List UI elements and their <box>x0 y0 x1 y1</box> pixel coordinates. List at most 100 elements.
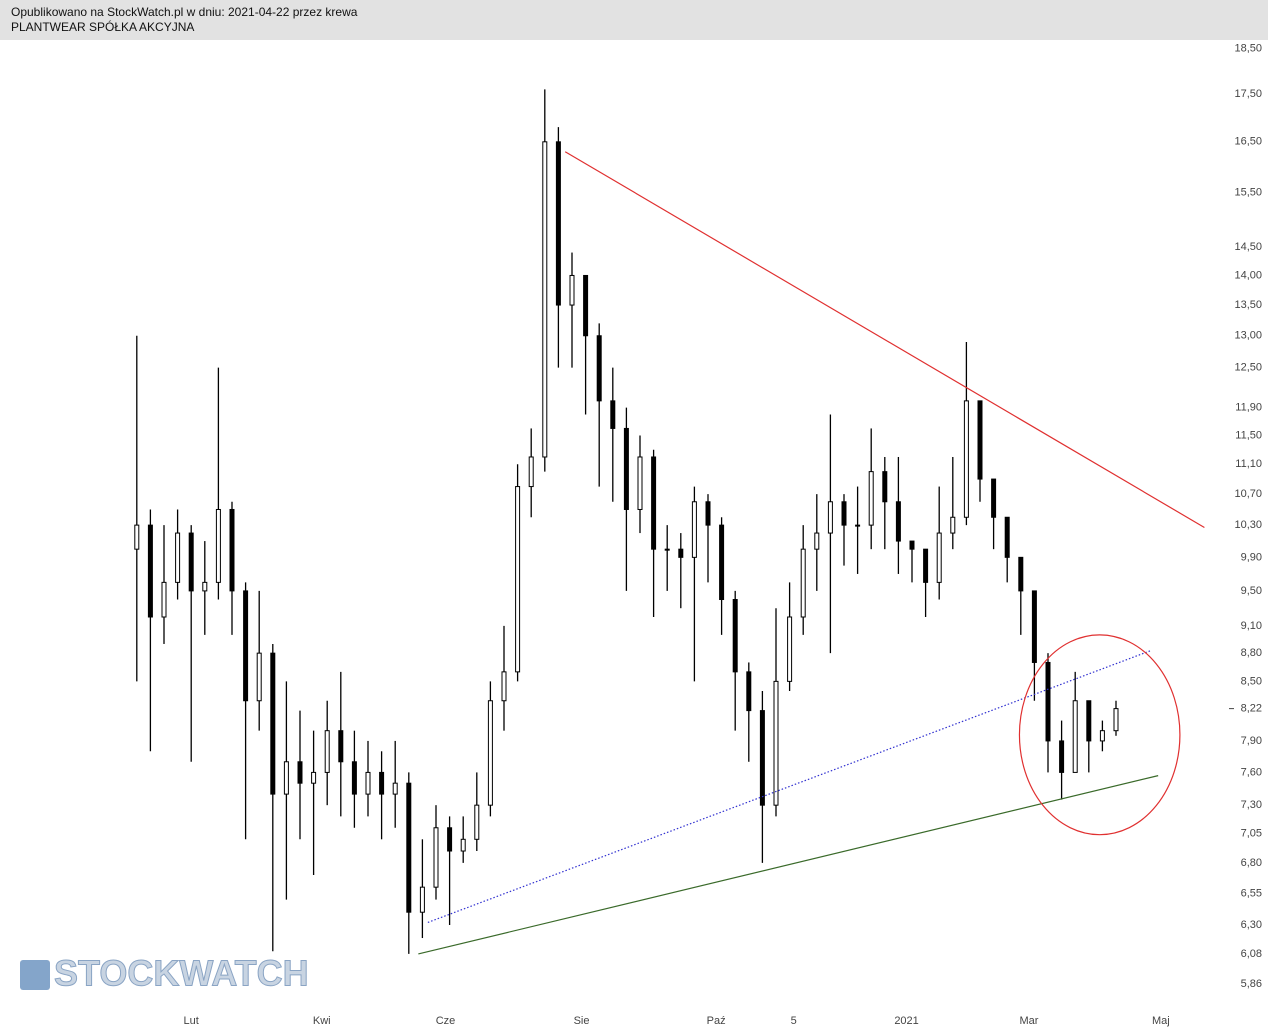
trend-line <box>564 151 1205 529</box>
candle-body <box>787 616 793 682</box>
candle-body <box>678 548 684 558</box>
candle-body <box>202 581 208 592</box>
candle-body <box>379 771 385 795</box>
y-tick-label: 6,08 <box>1241 948 1262 960</box>
y-tick-label: 12,50 <box>1234 362 1262 374</box>
candle-body <box>311 771 317 784</box>
candle-body <box>719 524 725 601</box>
candle-body <box>882 471 888 503</box>
trend-line <box>418 775 1159 955</box>
candle-body <box>841 501 847 526</box>
x-tick-label: 2021 <box>894 1015 918 1027</box>
y-tick-label: 17,50 <box>1234 88 1262 100</box>
y-tick-label: 7,60 <box>1241 766 1262 778</box>
y-tick-label: 7,30 <box>1241 799 1262 811</box>
y-tick-label: 8,22 <box>1241 703 1262 715</box>
y-tick-label: 7,05 <box>1241 827 1262 839</box>
candle-body <box>365 771 371 795</box>
candle-body <box>1059 740 1065 773</box>
candle-body <box>773 680 779 806</box>
x-tick-label: Paź <box>707 1015 726 1027</box>
candle-body <box>705 501 711 526</box>
candle-body <box>283 761 289 795</box>
candle-body <box>487 700 493 806</box>
candle-body <box>1018 556 1024 592</box>
x-tick-label: Maj <box>1152 1015 1170 1027</box>
y-tick-label: 10,30 <box>1234 519 1262 531</box>
candle-body <box>1086 700 1092 742</box>
candle-body <box>1113 708 1119 732</box>
candle-body <box>664 548 670 551</box>
watermark-icon <box>20 960 50 990</box>
candle-body <box>991 478 997 518</box>
candle-body <box>814 532 820 550</box>
candle-body <box>1031 590 1037 663</box>
candle-body <box>936 532 942 583</box>
candle-body <box>555 141 561 306</box>
candle-body <box>338 730 344 763</box>
y-tick-label: 6,80 <box>1241 857 1262 869</box>
candle-body <box>583 274 589 337</box>
watermark: STOCKWATCH <box>54 953 309 994</box>
published-note: Opublikowano na StockWatch.pl w dniu: 20… <box>11 5 358 19</box>
y-tick-label: 14,50 <box>1234 241 1262 253</box>
candle-body <box>270 652 276 795</box>
candle-body <box>256 652 262 702</box>
y-tick-label: 8,50 <box>1241 675 1262 687</box>
header: Opublikowano na StockWatch.pl w dniu: 20… <box>0 0 1268 40</box>
y-tick-label: 5,86 <box>1241 978 1262 990</box>
candle-body <box>909 540 915 550</box>
candle-body <box>963 400 969 518</box>
candle-body <box>215 508 221 583</box>
candle-body <box>134 524 140 550</box>
y-tick-label: 11,90 <box>1235 402 1262 414</box>
candle-body <box>923 548 929 583</box>
y-tick-label: 13,00 <box>1234 330 1262 342</box>
y-tick-label: 13,50 <box>1234 299 1262 311</box>
candle-body <box>977 400 983 480</box>
candle-body <box>501 671 507 702</box>
y-tick-label: 10,70 <box>1234 488 1262 500</box>
candle-body <box>460 838 466 852</box>
candle-body <box>433 827 439 888</box>
x-tick-label: Kwi <box>313 1015 331 1027</box>
candle-body <box>474 804 480 840</box>
candle-body <box>175 532 181 583</box>
candle-body <box>188 532 194 592</box>
candle-body <box>147 524 153 618</box>
candle-body <box>868 471 874 526</box>
candle-body <box>1004 516 1010 558</box>
company-name: PLANTWEAR SPÓŁKA AKCYJNA <box>11 20 195 34</box>
trend-line <box>427 649 1152 923</box>
candle-body <box>623 427 629 510</box>
y-tick-label: 9,50 <box>1241 585 1262 597</box>
candle-body <box>243 590 249 702</box>
y-tick-label: 16,50 <box>1234 136 1262 148</box>
candle-body <box>351 761 357 795</box>
candle-body <box>569 274 575 306</box>
candle-body <box>1099 730 1105 742</box>
candle-body <box>651 456 657 550</box>
y-tick-label: 18,50 <box>1234 43 1262 55</box>
candle-body <box>637 456 643 510</box>
y-tick-label: 6,55 <box>1241 887 1262 899</box>
y-tick-label: 6,30 <box>1241 919 1262 931</box>
x-tick-label: Lut <box>184 1015 199 1027</box>
candle-body <box>324 730 330 773</box>
candle-body <box>229 508 235 592</box>
candle-body <box>447 827 453 852</box>
candle-body <box>950 516 956 534</box>
candle-body <box>610 400 616 429</box>
candle-body <box>800 548 806 618</box>
candle-body <box>528 456 534 488</box>
candle-body <box>515 486 521 673</box>
candle-body <box>691 501 697 558</box>
x-tick-label: Cze <box>436 1015 456 1027</box>
candle-body <box>1072 700 1078 773</box>
candle-body <box>895 501 901 542</box>
candle-body <box>406 782 412 913</box>
candle-body <box>1045 661 1051 742</box>
candle-body <box>827 501 833 534</box>
y-tick-label: 9,10 <box>1241 620 1262 632</box>
